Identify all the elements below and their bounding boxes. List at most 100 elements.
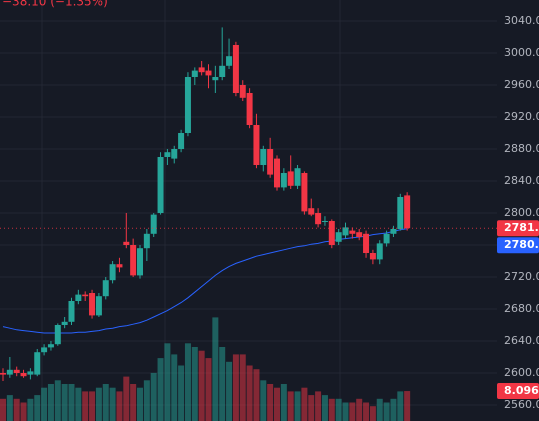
candle-body bbox=[123, 241, 130, 245]
volume-label-box bbox=[497, 383, 539, 400]
candle-body bbox=[198, 67, 205, 73]
volume-bar bbox=[232, 354, 239, 421]
candle-body bbox=[143, 233, 150, 249]
candle-body bbox=[95, 296, 102, 316]
volume-bar bbox=[130, 384, 137, 421]
volume-bar bbox=[47, 384, 54, 421]
candle-body bbox=[294, 168, 301, 186]
candle-body bbox=[13, 369, 20, 373]
volume-bar bbox=[191, 347, 198, 421]
candle-body bbox=[369, 253, 376, 260]
candle-body bbox=[89, 293, 96, 316]
volume-bar bbox=[61, 384, 68, 421]
y-tick-label: 2920.00 bbox=[504, 110, 539, 123]
y-tick-label: 2600.00 bbox=[504, 366, 539, 379]
y-tick-label: 2720.00 bbox=[504, 270, 539, 283]
volume-bar bbox=[27, 398, 34, 421]
volume-bar bbox=[143, 380, 150, 421]
candle-body bbox=[68, 301, 75, 322]
chart-title: −38.10 (−1.35%) bbox=[2, 0, 108, 9]
y-tick-label: 3040.00 bbox=[504, 14, 539, 27]
volume-bar bbox=[198, 350, 205, 421]
candle-body bbox=[328, 221, 335, 245]
volume-bar bbox=[342, 402, 349, 421]
candle-body bbox=[376, 243, 383, 260]
candle-body bbox=[239, 85, 246, 98]
volume-bar bbox=[363, 402, 370, 421]
candle-body bbox=[321, 221, 328, 222]
candle-body bbox=[260, 149, 267, 165]
volume-bar bbox=[280, 384, 287, 421]
price-label-box bbox=[497, 237, 539, 254]
candle-body bbox=[212, 77, 219, 81]
volume-bar bbox=[267, 384, 274, 421]
candle-body bbox=[287, 171, 294, 186]
volume-bar bbox=[102, 384, 109, 421]
volume-bar bbox=[123, 376, 130, 421]
volume-bar bbox=[20, 402, 27, 421]
candle-body bbox=[404, 195, 411, 229]
volume-bar bbox=[116, 391, 123, 421]
volume-bar bbox=[397, 391, 404, 421]
price-axis bbox=[497, 0, 539, 421]
candle-body bbox=[178, 133, 185, 149]
y-tick-label: 3000.00 bbox=[504, 46, 539, 59]
price-label: 2781.0 bbox=[504, 221, 539, 234]
volume-bar bbox=[6, 395, 13, 421]
candle-body bbox=[137, 248, 143, 276]
candle-body bbox=[308, 208, 315, 215]
price-label-box bbox=[497, 220, 539, 237]
candle-body bbox=[6, 369, 13, 375]
candle-body bbox=[191, 70, 198, 77]
volume-bar bbox=[253, 369, 260, 421]
candle-body bbox=[54, 325, 61, 345]
candle-body bbox=[253, 125, 260, 165]
y-tick-label: 2640.00 bbox=[504, 334, 539, 347]
volume-bar bbox=[164, 343, 171, 421]
volume-bar bbox=[109, 387, 116, 421]
volume-bar bbox=[246, 365, 253, 421]
volume-bar bbox=[178, 365, 185, 421]
y-tick-label: 2800.00 bbox=[504, 206, 539, 219]
volume-bar bbox=[41, 387, 48, 421]
candle-body bbox=[342, 227, 349, 236]
volume-bar bbox=[315, 391, 322, 421]
y-tick-label: 2960.00 bbox=[504, 78, 539, 91]
volume-bar bbox=[75, 387, 82, 421]
candle-body bbox=[349, 230, 356, 234]
volume-bar bbox=[274, 387, 280, 421]
volume-bar bbox=[349, 402, 356, 421]
volume-bar bbox=[301, 387, 308, 421]
candle-body bbox=[226, 56, 233, 66]
volume-bar bbox=[404, 391, 411, 421]
candle-body bbox=[315, 213, 322, 225]
volume-bar bbox=[356, 398, 363, 421]
candle-body bbox=[47, 344, 54, 348]
volume-bar bbox=[34, 395, 41, 421]
candle-body bbox=[184, 77, 191, 133]
volume-bar bbox=[369, 406, 376, 421]
volume-bar bbox=[294, 391, 301, 421]
candle-body bbox=[246, 93, 253, 125]
volume-bar bbox=[0, 398, 6, 421]
volume-bar bbox=[150, 372, 157, 421]
volume-bar bbox=[184, 343, 191, 421]
candle-body bbox=[164, 152, 171, 157]
volume-bar bbox=[68, 384, 75, 421]
candle-body bbox=[205, 70, 212, 76]
volume-bar bbox=[376, 398, 383, 421]
candle-body bbox=[267, 149, 274, 175]
candle-body bbox=[335, 232, 342, 242]
volume-bar bbox=[137, 387, 143, 421]
candle-body bbox=[61, 321, 68, 325]
volume-bar bbox=[287, 391, 294, 421]
y-tick-label: 2840.00 bbox=[504, 174, 539, 187]
candle-body bbox=[219, 65, 226, 77]
candle-body bbox=[363, 233, 370, 253]
y-tick-label: 2680.00 bbox=[504, 302, 539, 315]
y-tick-label: 2880.00 bbox=[504, 142, 539, 155]
candle-body bbox=[157, 157, 164, 213]
candle-body bbox=[150, 214, 157, 234]
candle-body bbox=[301, 173, 308, 212]
